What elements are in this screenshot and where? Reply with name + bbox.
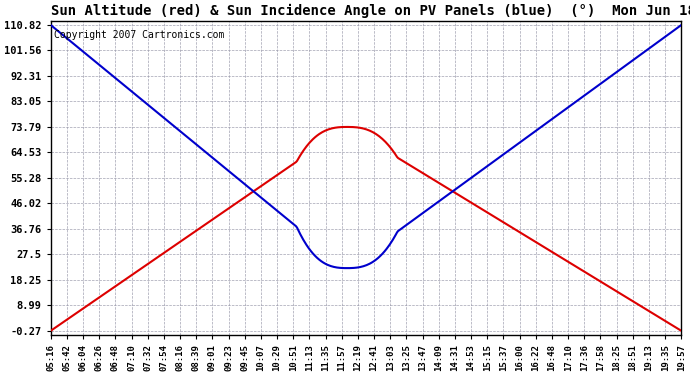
Text: Sun Altitude (red) & Sun Incidence Angle on PV Panels (blue)  (°)  Mon Jun 18 20: Sun Altitude (red) & Sun Incidence Angle… xyxy=(50,4,690,18)
Text: Copyright 2007 Cartronics.com: Copyright 2007 Cartronics.com xyxy=(54,30,224,40)
